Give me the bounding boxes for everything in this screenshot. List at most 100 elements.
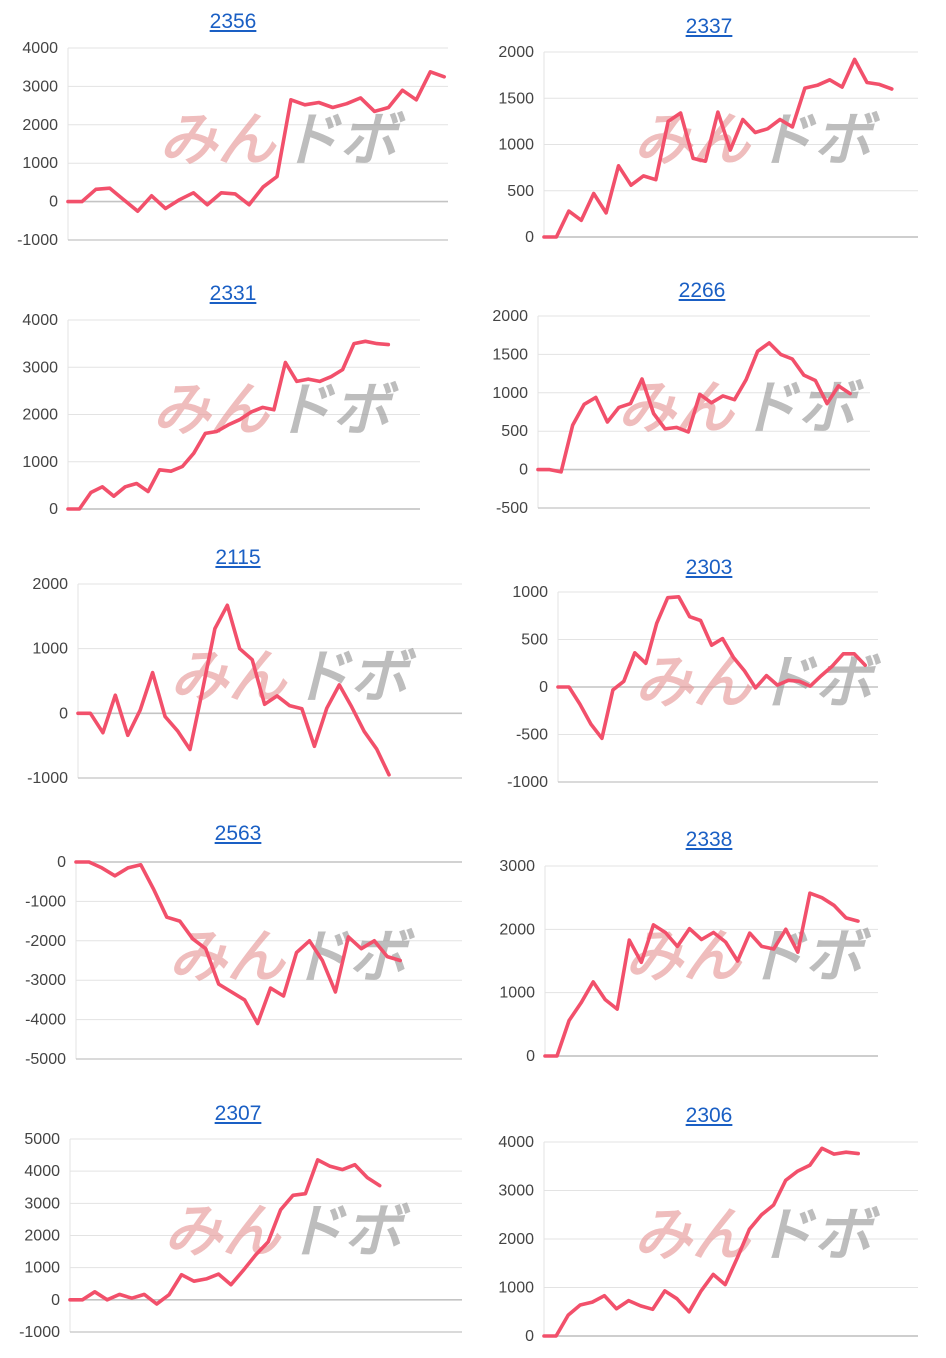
data-point [366, 1176, 369, 1179]
logo-watermark: みん ドボ [618, 373, 865, 441]
y-tick-label: 2000 [22, 407, 58, 424]
y-tick-label: 0 [49, 501, 58, 518]
data-point [181, 465, 184, 468]
data-point [791, 125, 794, 129]
chart-title-link[interactable]: 2307 [214, 1102, 262, 1125]
chart-title-link[interactable]: 2303 [685, 556, 733, 579]
data-point [676, 945, 679, 948]
data-point [325, 706, 329, 710]
data-point [256, 1022, 259, 1025]
data-point [571, 423, 574, 427]
y-tick-label: -1000 [17, 232, 58, 249]
chart-panel: 4000 3000 2000 1000 0 みん ドボ 2306 [484, 1102, 934, 1354]
data-point [279, 1208, 282, 1211]
data-point [616, 1007, 619, 1011]
chart-panel: 2000 1500 1000 500 0 -500 みん ドボ 2266 [470, 278, 934, 528]
chart-title-link[interactable]: 2266 [678, 279, 726, 302]
data-point [629, 184, 633, 187]
data-point [266, 1240, 270, 1244]
data-point [176, 729, 179, 732]
data-point [784, 928, 787, 931]
chart-title-link[interactable]: 2338 [685, 828, 733, 851]
data-point [80, 200, 84, 203]
data-point [743, 669, 746, 673]
data-point [66, 507, 70, 511]
chart-title-link[interactable]: 2563 [214, 822, 262, 845]
data-point [238, 418, 241, 421]
chart-title-link[interactable]: 2115 [215, 546, 261, 569]
data-point [213, 627, 217, 630]
data-point [853, 652, 856, 655]
data-point [629, 402, 632, 405]
y-tick-label: 2000 [32, 576, 68, 593]
data-point [642, 174, 645, 178]
data-point [776, 683, 779, 687]
data-point [802, 373, 806, 377]
chart-title-link[interactable]: 2356 [209, 10, 257, 33]
data-point [844, 916, 848, 920]
data-point [655, 622, 658, 625]
data-point [778, 118, 782, 121]
data-point [663, 427, 667, 431]
data-point [556, 685, 560, 689]
line-chart: 4000 3000 2000 1000 0 みん ドボ [22, 312, 420, 518]
data-point [779, 353, 782, 356]
data-point [146, 490, 150, 493]
data-point [555, 1054, 559, 1058]
y-tick-label: 500 [501, 423, 528, 440]
data-point [567, 685, 571, 689]
y-tick-label: 0 [525, 1328, 534, 1345]
y-tick-label: 500 [507, 183, 534, 200]
data-point [579, 1303, 582, 1307]
data-point [772, 947, 775, 951]
data-point [798, 680, 801, 683]
y-tick-label: 2000 [22, 117, 58, 134]
data-point [192, 452, 196, 455]
data-point [167, 1293, 171, 1296]
data-point [622, 680, 626, 683]
chart-title-link[interactable]: 2337 [685, 15, 733, 38]
line-chart: 4000 3000 2000 1000 0 みん ドボ [498, 1134, 918, 1345]
data-point [724, 1283, 727, 1286]
data-point [269, 986, 272, 990]
chart-panel: 5000 4000 3000 2000 1000 0 -1000 みん ドボ 2307 [8, 1100, 468, 1352]
data-point [809, 684, 812, 688]
y-tick-label: 2000 [498, 44, 534, 61]
y-tick-label: -3000 [25, 972, 66, 989]
data-point [627, 1299, 630, 1302]
data-point [831, 664, 834, 668]
data-point [284, 361, 287, 364]
data-point [295, 380, 298, 383]
data-point [710, 644, 713, 647]
y-tick-label: 2000 [498, 1231, 534, 1248]
data-point [651, 1308, 654, 1311]
y-tick-label: -500 [496, 500, 528, 517]
data-point [754, 686, 757, 690]
data-point [76, 712, 80, 715]
y-tick-label: 1000 [512, 584, 548, 601]
chart-panel: 2000 1000 0 -1000 みん ドボ 2115 [8, 544, 468, 794]
data-point [386, 955, 389, 958]
watermark-text-red: みん [634, 1201, 752, 1269]
data-point [844, 1150, 848, 1154]
data-point [272, 408, 276, 411]
data-point [856, 919, 860, 923]
data-point [600, 737, 604, 740]
data-point [334, 990, 337, 994]
data-point [300, 707, 304, 711]
chart-title-link[interactable]: 2331 [209, 282, 257, 305]
y-tick-label: 0 [51, 1292, 60, 1309]
data-point [275, 175, 279, 178]
data-point [732, 656, 735, 659]
data-point [321, 959, 324, 962]
y-tick-label: -1000 [507, 774, 548, 791]
data-point [373, 110, 376, 113]
data-point [567, 209, 571, 213]
data-point [592, 192, 595, 195]
chart-title-link[interactable]: 2306 [685, 1104, 733, 1127]
data-point [736, 1256, 739, 1260]
y-tick-label: 4000 [22, 40, 58, 57]
y-tick-label: 2000 [492, 308, 528, 325]
series-line [66, 70, 446, 213]
data-point [611, 688, 615, 692]
